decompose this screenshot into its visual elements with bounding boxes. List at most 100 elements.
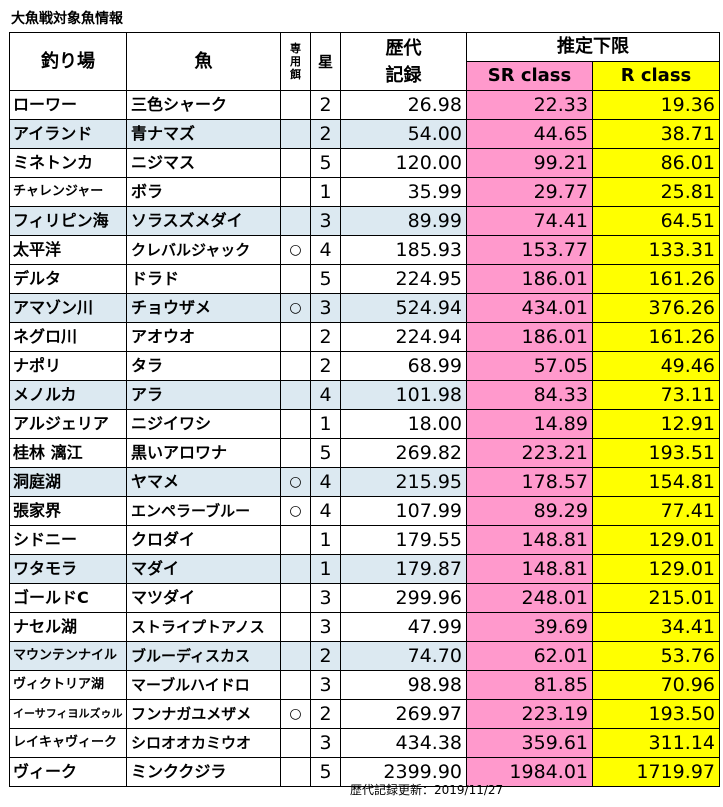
r-class-cell: 161.26: [592, 322, 720, 352]
place-cell: 張家界: [9, 496, 127, 526]
bait-mark: [280, 612, 311, 642]
r-class-cell: 53.76: [592, 641, 720, 671]
fish-cell: ミンククジラ: [126, 757, 281, 787]
table-row: デルタ ドラド 5 224.95 186.01 161.26: [9, 264, 720, 294]
fish-cell: マーブルハイドロ: [126, 670, 281, 700]
fish-cell: クロダイ: [126, 525, 281, 555]
record-cell: 74.70: [340, 641, 467, 671]
bait-mark: [280, 438, 311, 468]
header-row-2: SR class R class: [10, 61, 720, 91]
fish-cell: ストライプトアノス: [126, 612, 281, 642]
table-row: ヴィーク ミンククジラ 5 2399.90 1984.01 1719.97: [9, 757, 720, 787]
record-cell: 299.96: [340, 583, 467, 613]
fish-cell: ニジイワシ: [126, 409, 281, 439]
table-row: 太平洋 クレバルジャック ○ 4 185.93 153.77 133.31: [9, 235, 720, 265]
bait-mark: [280, 757, 311, 787]
table-row: ワタモラ マダイ 1 179.87 148.81 129.01: [9, 554, 720, 584]
record-cell: 179.87: [340, 554, 467, 584]
table-row: アルジェリア ニジイワシ 1 18.00 14.89 12.91: [9, 409, 720, 439]
table-row: マウンテンナイル ブルーディスカス 2 74.70 62.01 53.76: [9, 641, 720, 671]
table-row: チャレンジャー ボラ 1 35.99 29.77 25.81: [9, 177, 720, 207]
bait-mark: ○: [280, 496, 311, 526]
header-star: 星: [310, 32, 341, 91]
header-bait: 専 用 餌: [280, 32, 311, 91]
bait-mark: [280, 670, 311, 700]
header-sr-class: SR class: [466, 61, 593, 91]
header-fish: 魚: [126, 32, 281, 91]
sr-class-cell: 99.21: [466, 148, 593, 178]
table-row: アイランド 青ナマズ 2 54.00 44.65 38.71: [9, 119, 720, 149]
place-cell: ヴィクトリア湖: [9, 670, 127, 700]
place-cell: メノルカ: [9, 380, 127, 410]
header-estimate: 推定下限: [466, 32, 720, 62]
sr-class-cell: 186.01: [466, 322, 593, 352]
table-row: ミネトンカ ニジマス 5 120.00 99.21 86.01: [9, 148, 720, 178]
record-cell: 107.99: [340, 496, 467, 526]
place-cell: アイランド: [9, 119, 127, 149]
star-cell: 2: [310, 699, 341, 729]
table-row: 張家界 エンペラーブルー ○ 4 107.99 89.29 77.41: [9, 496, 720, 526]
bait-mark: ○: [280, 293, 311, 323]
header-r-class: R class: [592, 61, 720, 91]
fish-cell: アラ: [126, 380, 281, 410]
place-cell: ローワー: [9, 90, 127, 120]
r-class-cell: 34.41: [592, 612, 720, 642]
r-class-cell: 376.26: [592, 293, 720, 323]
sr-class-cell: 178.57: [466, 467, 593, 497]
record-cell: 224.94: [340, 322, 467, 352]
star-cell: 5: [310, 264, 341, 294]
record-cell: 179.55: [340, 525, 467, 555]
record-cell: 98.98: [340, 670, 467, 700]
header-record-line: 歴代: [385, 37, 422, 59]
r-class-cell: 215.01: [592, 583, 720, 613]
fish-cell: ブルーディスカス: [126, 641, 281, 671]
sr-class-cell: 81.85: [466, 670, 593, 700]
sr-class-cell: 14.89: [466, 409, 593, 439]
star-cell: 4: [310, 467, 341, 497]
fish-cell: チョウザメ: [126, 293, 281, 323]
star-cell: 1: [310, 177, 341, 207]
record-cell: 101.98: [340, 380, 467, 410]
record-cell: 47.99: [340, 612, 467, 642]
r-class-cell: 193.50: [592, 699, 720, 729]
bait-mark: [280, 409, 311, 439]
fish-cell: ニジマス: [126, 148, 281, 178]
r-class-cell: 193.51: [592, 438, 720, 468]
fish-cell: ヤマメ: [126, 467, 281, 497]
table-row: ローワー 三色シャーク 2 26.98 22.33 19.36: [9, 90, 720, 120]
star-cell: 5: [310, 757, 341, 787]
header-record: 歴代 記録: [340, 32, 467, 91]
r-class-cell: 70.96: [592, 670, 720, 700]
bait-mark: [280, 641, 311, 671]
bait-mark: [280, 728, 311, 758]
bait-mark: [280, 148, 311, 178]
place-cell: ゴールドC: [9, 583, 127, 613]
bait-mark: [280, 90, 311, 120]
star-cell: 5: [310, 148, 341, 178]
place-cell: フィリピン海: [9, 206, 127, 236]
r-class-cell: 25.81: [592, 177, 720, 207]
r-class-cell: 49.46: [592, 351, 720, 381]
place-cell: イーサフィヨルズゥル: [9, 699, 127, 729]
record-cell: 35.99: [340, 177, 467, 207]
fish-cell: エンペラーブルー: [126, 496, 281, 526]
record-cell: 524.94: [340, 293, 467, 323]
r-class-cell: 73.11: [592, 380, 720, 410]
fish-cell: シロオオカミウオ: [126, 728, 281, 758]
record-cell: 269.82: [340, 438, 467, 468]
record-cell: 215.95: [340, 467, 467, 497]
header-record-line: 記録: [385, 64, 422, 86]
fish-cell: 青ナマズ: [126, 119, 281, 149]
star-cell: 3: [310, 206, 341, 236]
fish-table: 釣り場 魚 専 用 餌 星 歴代 記録 推定下限 SR class R clas…: [9, 32, 720, 787]
r-class-cell: 129.01: [592, 525, 720, 555]
bait-mark: [280, 177, 311, 207]
bait-mark: [280, 264, 311, 294]
table-row: ゴールドC マツダイ 3 299.96 248.01 215.01: [9, 583, 720, 613]
sr-class-cell: 359.61: [466, 728, 593, 758]
place-cell: ネグロ川: [9, 322, 127, 352]
record-cell: 2399.90: [340, 757, 467, 787]
sr-class-cell: 148.81: [466, 525, 593, 555]
record-cell: 68.99: [340, 351, 467, 381]
r-class-cell: 133.31: [592, 235, 720, 265]
